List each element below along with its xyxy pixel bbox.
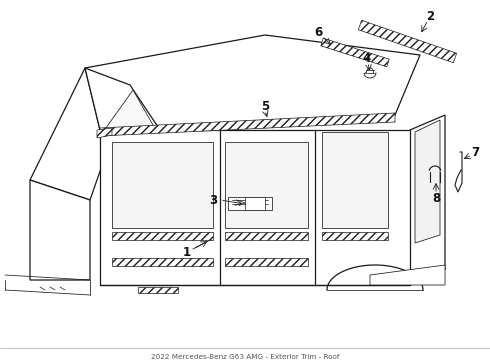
Polygon shape xyxy=(85,68,160,175)
Polygon shape xyxy=(97,128,112,138)
Text: 5: 5 xyxy=(261,100,269,113)
Polygon shape xyxy=(112,142,213,228)
Text: 7: 7 xyxy=(471,145,479,158)
Text: 4: 4 xyxy=(363,51,371,64)
Text: 8: 8 xyxy=(432,192,440,204)
Text: 6: 6 xyxy=(314,26,322,39)
Text: 2022 Mercedes-Benz G63 AMG - Exterior Trim - Roof: 2022 Mercedes-Benz G63 AMG - Exterior Tr… xyxy=(151,354,339,360)
Polygon shape xyxy=(410,115,445,270)
Text: 3: 3 xyxy=(209,194,217,207)
Polygon shape xyxy=(112,232,213,240)
Polygon shape xyxy=(100,130,410,285)
Polygon shape xyxy=(370,265,445,285)
Polygon shape xyxy=(321,38,389,67)
Polygon shape xyxy=(30,68,130,200)
Polygon shape xyxy=(30,180,90,280)
Polygon shape xyxy=(322,132,388,228)
Polygon shape xyxy=(245,197,265,210)
Polygon shape xyxy=(138,287,178,293)
Polygon shape xyxy=(85,35,420,130)
Polygon shape xyxy=(225,142,308,228)
Polygon shape xyxy=(225,232,308,240)
Text: 2: 2 xyxy=(426,9,434,22)
Polygon shape xyxy=(100,113,395,136)
Polygon shape xyxy=(225,258,308,266)
Polygon shape xyxy=(103,90,157,173)
Polygon shape xyxy=(415,120,440,243)
Polygon shape xyxy=(322,232,388,240)
Text: 1: 1 xyxy=(183,246,191,258)
Polygon shape xyxy=(228,197,272,210)
Polygon shape xyxy=(358,20,457,63)
Polygon shape xyxy=(112,258,213,266)
